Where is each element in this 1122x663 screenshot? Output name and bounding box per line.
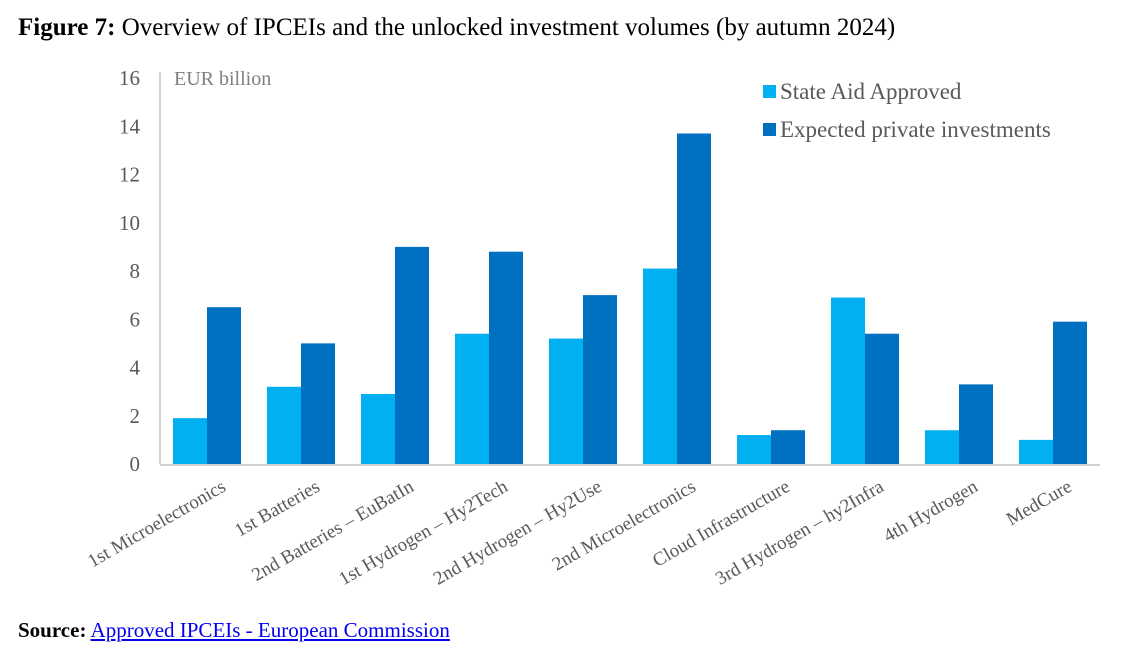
y-tick-label: 14 — [119, 114, 141, 138]
bar-group — [549, 295, 617, 464]
x-category-label: 2nd Batteries – EuBatIn — [248, 476, 418, 586]
bar-expected-private-investments — [489, 251, 523, 464]
y-tick-label: 16 — [119, 66, 140, 90]
y-tick-label: 12 — [119, 163, 140, 187]
source-label: Source: — [18, 618, 87, 642]
y-tick-label: 4 — [130, 356, 141, 380]
legend-label: State Aid Approved — [780, 79, 962, 104]
bar-group — [831, 297, 899, 464]
bar-group — [737, 430, 805, 464]
x-category-label: 4th Hydrogen — [880, 476, 982, 547]
figure-label: Figure 7: — [18, 14, 116, 41]
bar-state-aid-approved — [643, 268, 677, 464]
y-tick-label: 0 — [130, 452, 141, 476]
y-axis-unit-label: EUR billion — [174, 68, 271, 90]
bar-group — [267, 343, 335, 464]
bar-group — [1019, 321, 1087, 464]
figure-title-text: Overview of IPCEIs and the unlocked inve… — [121, 14, 896, 41]
legend-item: Expected private investments — [763, 117, 1051, 142]
bar-expected-private-investments — [1053, 321, 1087, 464]
x-category-label: 2nd Hydrogen – Hy2Use — [430, 476, 605, 589]
bar-group — [455, 251, 523, 464]
legend-item: State Aid Approved — [763, 79, 962, 104]
bar-state-aid-approved — [1019, 439, 1053, 464]
legend-swatch-icon — [763, 85, 776, 98]
bar-state-aid-approved — [549, 338, 583, 464]
bar-expected-private-investments — [959, 384, 993, 464]
y-tick-label: 8 — [130, 259, 141, 283]
bar-state-aid-approved — [455, 333, 489, 464]
bar-expected-private-investments — [771, 430, 805, 464]
y-tick-label: 6 — [130, 307, 141, 331]
bar-expected-private-investments — [395, 246, 429, 464]
bar-expected-private-investments — [207, 307, 241, 464]
x-category-label: MedCure — [1003, 476, 1076, 530]
y-axis-ticks: 0 2 4 6 8 10 12 14 16 — [119, 66, 141, 476]
source-link[interactable]: Approved IPCEIs - European Commission — [90, 618, 450, 642]
bars — [173, 133, 1087, 465]
bar-state-aid-approved — [173, 418, 207, 464]
bar-expected-private-investments — [301, 343, 335, 464]
legend-swatch-icon — [763, 123, 776, 136]
source-line: Source: Approved IPCEIs - European Commi… — [18, 618, 450, 643]
y-tick-label: 2 — [130, 404, 141, 428]
figure-title: Figure 7: Overview of IPCEIs and the unl… — [18, 14, 895, 42]
bar-state-aid-approved — [267, 386, 301, 464]
x-category-label: 1st Microelectronics — [84, 476, 229, 572]
bar-expected-private-investments — [677, 133, 711, 465]
x-category-label: 3rd Hydrogen – hy2Infra — [712, 476, 888, 590]
bar-state-aid-approved — [925, 430, 959, 464]
y-tick-label: 10 — [119, 211, 140, 235]
bar-state-aid-approved — [831, 297, 865, 464]
legend: State Aid Approved Expected private inves… — [763, 79, 1051, 142]
x-category-label: 1st Hydrogen – Hy2Tech — [335, 476, 512, 590]
bar-expected-private-investments — [583, 295, 617, 464]
bar-group — [925, 384, 993, 464]
bar-group — [643, 133, 711, 465]
bar-state-aid-approved — [737, 435, 771, 464]
legend-label: Expected private investments — [780, 117, 1051, 142]
bar-state-aid-approved — [361, 394, 395, 464]
bar-expected-private-investments — [865, 333, 899, 464]
bar-group — [361, 246, 429, 464]
bar-group — [173, 307, 241, 464]
